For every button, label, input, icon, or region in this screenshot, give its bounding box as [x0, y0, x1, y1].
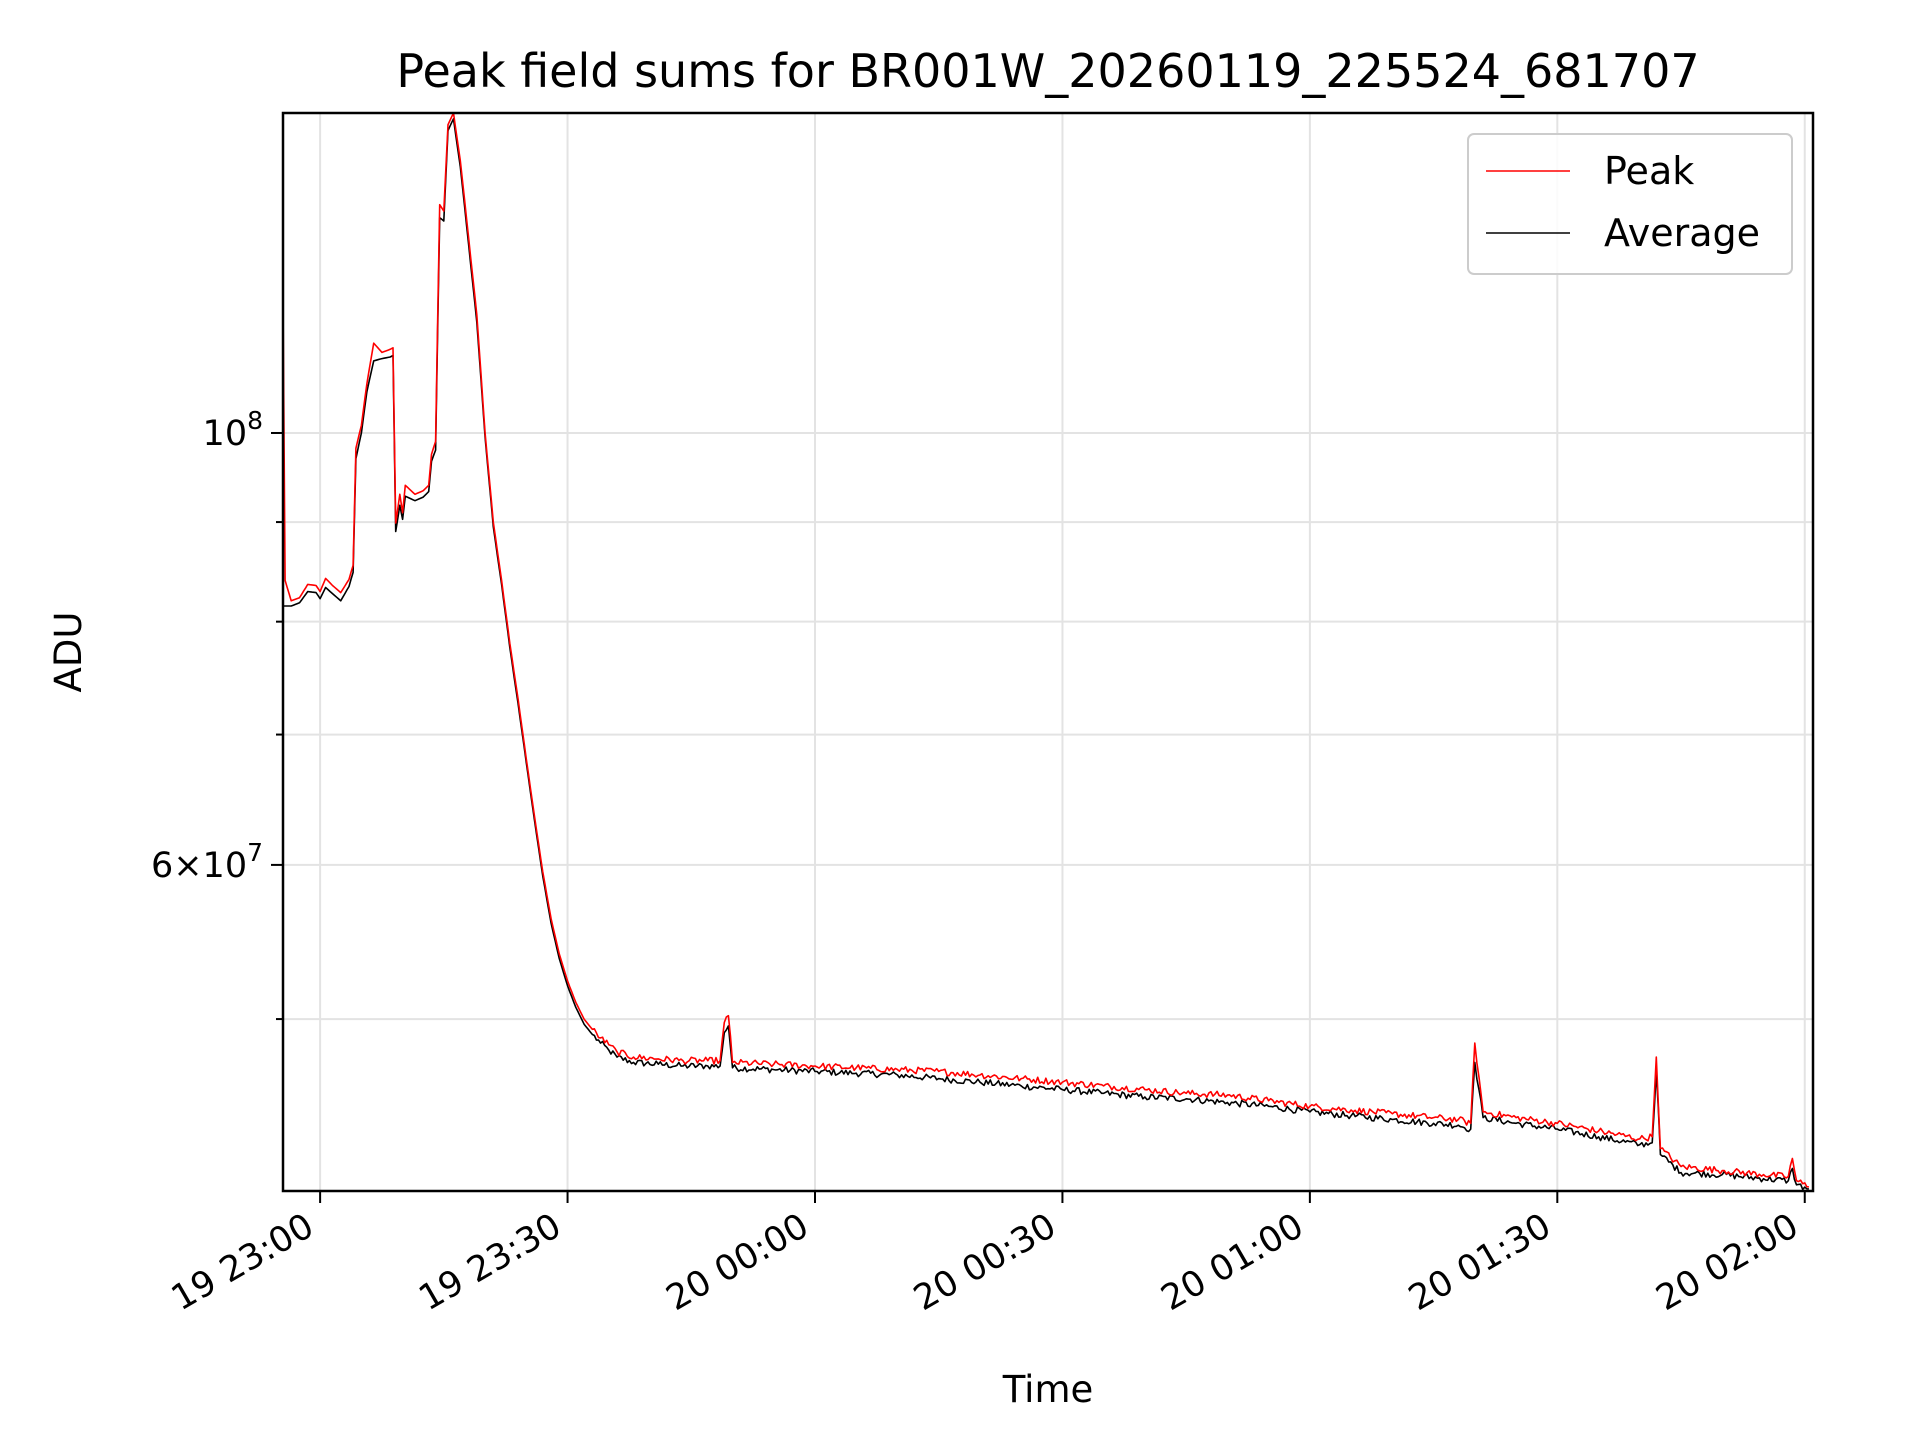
x-axis-label: Time	[1002, 1368, 1094, 1411]
plot-frame	[281, 111, 1815, 1193]
legend-label-average: Average	[1604, 211, 1760, 255]
y-tick-label: 6×107	[151, 838, 263, 886]
plot-lines	[282, 112, 1809, 1191]
series-line-peak	[282, 112, 1809, 1188]
legend-box	[1467, 133, 1793, 275]
chart-title: Peak field sums for BR001W_20260119_2255…	[396, 44, 1699, 98]
legend-label-peak: Peak	[1604, 149, 1694, 193]
y-axis-ticks: 108 6×107	[151, 406, 283, 1021]
y-tick-label: 108	[203, 406, 263, 454]
legend: Peak Average	[1467, 133, 1793, 275]
y-axis-label: ADU	[47, 612, 90, 693]
grid	[283, 113, 1813, 1191]
